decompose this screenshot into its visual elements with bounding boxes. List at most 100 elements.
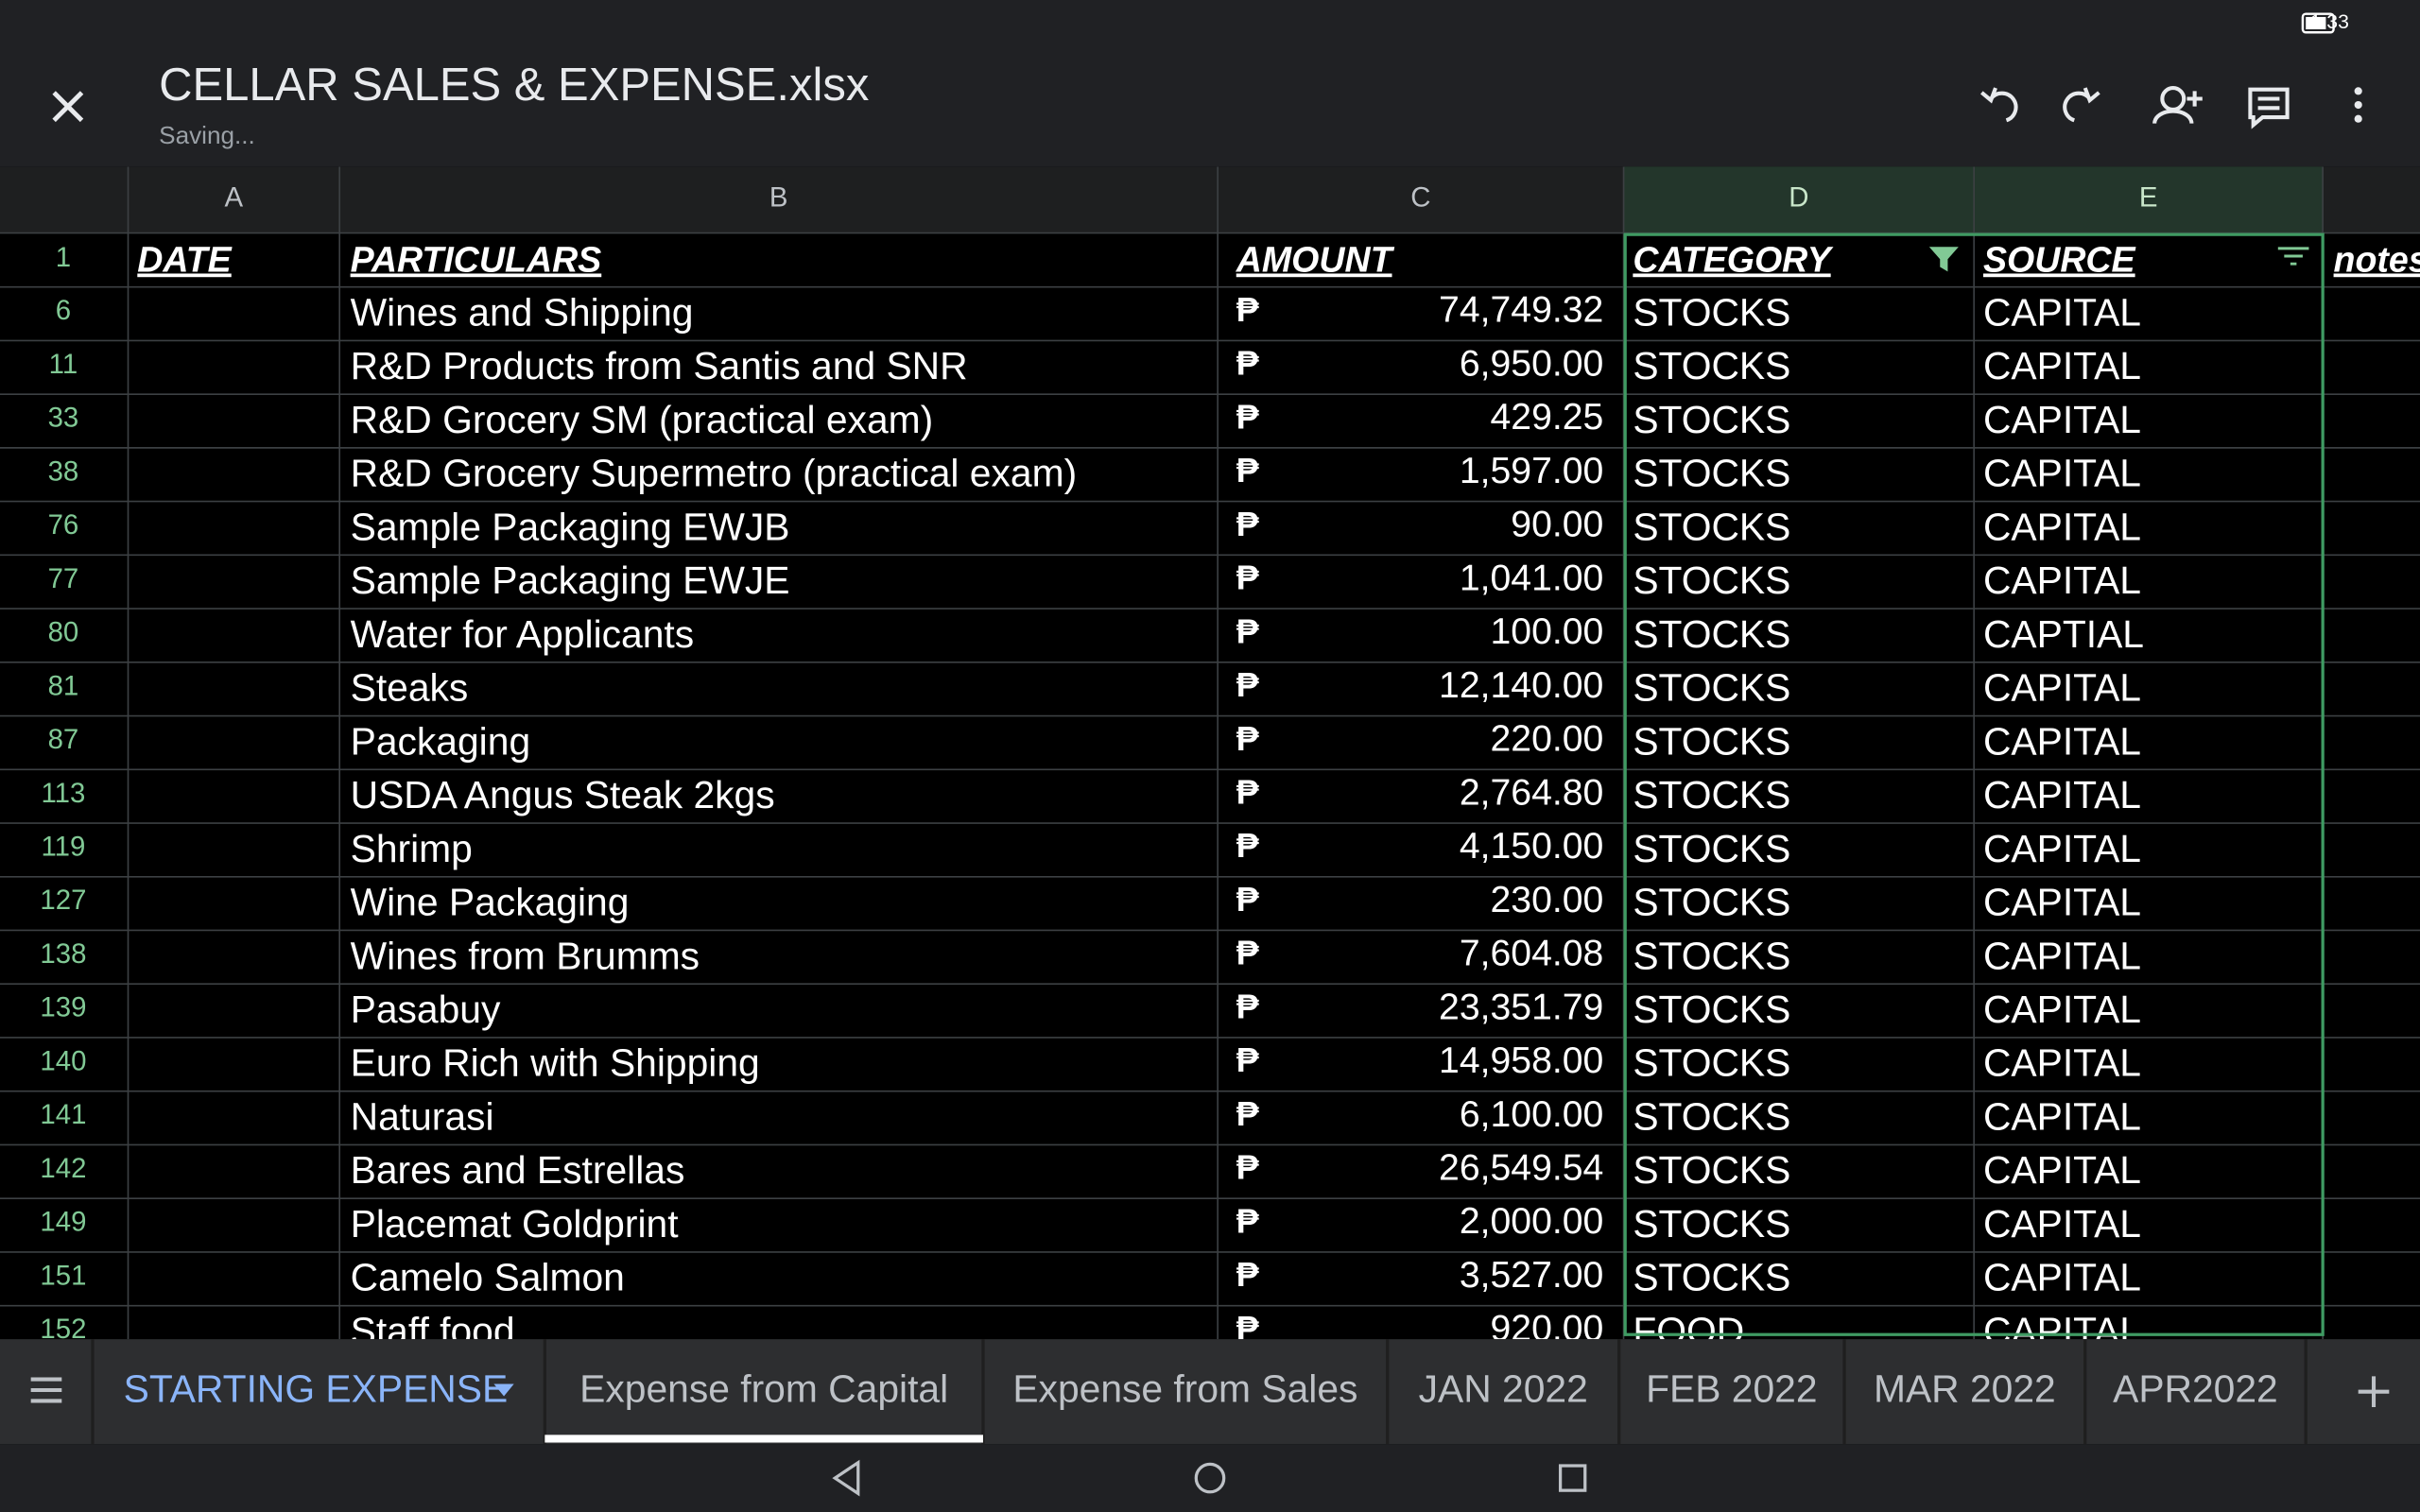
currency-symbol: ₱ [1236,1094,1259,1133]
share-button[interactable] [2152,86,2203,124]
particulars-cell: R&D Products from Santis and SNR [351,344,968,387]
currency-symbol: ₱ [1236,880,1259,919]
particulars-cell: Pasabuy [351,988,501,1031]
particulars-cell: Camelo Salmon [351,1256,625,1299]
filter-active-icon[interactable] [1928,247,1959,272]
category-cell: STOCKS [1633,666,1790,710]
amount-cell: 220.00 [1491,719,1604,760]
category-cell: STOCKS [1633,773,1790,816]
nav-back[interactable] [832,1459,860,1497]
close-button[interactable] [52,91,84,123]
currency-symbol: ₱ [1236,773,1259,812]
amount-cell: 23,351.79 [1439,987,1603,1027]
currency-symbol: ₱ [1236,1201,1259,1240]
source-cell: CAPITAL [1983,452,2141,495]
sheet-menu-button[interactable] [30,1377,62,1403]
column-letter: C [1410,181,1430,213]
save-status: Saving... [159,121,255,149]
category-cell: STOCKS [1633,1041,1790,1085]
category-cell: STOCKS [1633,1094,1790,1138]
category-cell: STOCKS [1633,505,1790,548]
nav-recents[interactable] [1558,1464,1587,1492]
particulars-cell: USDA Angus Steak 2kgs [351,773,775,816]
row-number: 11 [49,349,78,380]
amount-cell: 429.25 [1491,397,1604,438]
amount-cell: 90.00 [1511,505,1603,545]
amount-cell: 74,749.32 [1439,290,1603,331]
sheet-tab[interactable]: Expense from Sales [1012,1366,1357,1410]
row-number: 152 [40,1314,86,1345]
category-cell: STOCKS [1633,934,1790,977]
particulars-cell: Wines from Brumms [351,934,700,977]
row-number: 113 [42,778,86,809]
add-sheet-button[interactable] [2358,1376,2390,1407]
source-cell: CAPITAL [1983,398,2141,441]
category-cell: STOCKS [1633,1148,1790,1192]
sheet-tab[interactable]: MAR 2022 [1874,1366,2056,1410]
source-cell: CAPITAL [1983,1202,2141,1246]
sheet-tab[interactable]: APR2022 [2113,1366,2278,1410]
row-number: 119 [42,832,86,863]
category-cell: STOCKS [1633,452,1790,495]
file-title: CELLAR SALES & EXPENSE.xlsx [159,60,869,111]
category-cell: STOCKS [1633,719,1790,763]
filter-icon[interactable] [2277,247,2309,266]
particulars-cell: Shrimp [351,827,473,870]
category-cell: STOCKS [1633,988,1790,1031]
amount-cell: 1,597.00 [1460,451,1603,491]
battery-level [2306,16,2326,30]
category-cell: STOCKS [1633,1202,1790,1246]
source-cell: CAPITAL [1983,1148,2141,1192]
currency-symbol: ₱ [1236,987,1259,1025]
sheet-tab[interactable]: FEB 2022 [1646,1366,1817,1410]
amount-cell: 26,549.54 [1439,1148,1603,1189]
source-cell: CAPITAL [1983,505,2141,548]
amount-cell: 3,527.00 [1460,1255,1603,1296]
nav-home[interactable] [1194,1462,1226,1494]
amount-cell: 2,764.80 [1460,772,1603,813]
amount-cell: 12,140.00 [1439,665,1603,706]
row-number: 81 [48,670,79,701]
currency-symbol: ₱ [1236,1148,1259,1187]
amount-cell: 7,604.08 [1460,934,1603,974]
particulars-cell: Staff food [351,1309,515,1352]
currency-symbol: ₱ [1236,826,1259,865]
currency-symbol: ₱ [1236,719,1259,758]
sheet-tab[interactable]: JAN 2022 [1419,1366,1588,1410]
column-letter: A [225,181,244,213]
source-cell: CAPITAL [1983,1094,2141,1138]
particulars-cell: Steaks [351,666,469,710]
source-cell: CAPITAL [1983,719,2141,763]
category-cell: STOCKS [1633,558,1790,602]
comment-button[interactable] [2248,87,2290,129]
redo-button[interactable] [2063,87,2100,123]
particulars-cell: Placemat Goldprint [351,1202,680,1246]
particulars-cell: R&D Grocery Supermetro (practical exam) [351,452,1078,495]
currency-symbol: ₱ [1236,934,1259,972]
row-number: 151 [40,1260,86,1291]
row-number: 139 [40,992,86,1023]
amount-cell: 4,150.00 [1460,826,1603,867]
undo-button[interactable] [1980,87,2018,123]
column-letter: E [2139,181,2158,213]
row-number: 149 [40,1207,86,1238]
particulars-cell: Euro Rich with Shipping [351,1041,760,1085]
sheet-tab[interactable]: STARTING EXPENSE [124,1366,509,1410]
amount-cell: 2,000.00 [1460,1201,1603,1242]
row-number: 142 [40,1153,86,1184]
sheet-tab-bar [0,1339,2420,1445]
particulars-cell: Bares and Estrellas [351,1148,685,1192]
source-cell: CAPITAL [1983,290,2141,334]
tab-underline [544,1435,983,1443]
currency-symbol: ₱ [1236,451,1259,490]
category-cell: STOCKS [1633,1256,1790,1299]
amount-cell: 920.00 [1491,1309,1604,1349]
source-cell: CAPITAL [1983,1256,2141,1299]
sheet-tab[interactable]: Expense from Capital [579,1366,948,1410]
more-button[interactable] [2354,87,2362,123]
category-cell: STOCKS [1633,827,1790,870]
column-letter: B [769,181,788,213]
row-number: 1 [56,242,71,273]
source-cell: CAPITAL [1983,827,2141,870]
nav-bar [0,1444,2420,1512]
